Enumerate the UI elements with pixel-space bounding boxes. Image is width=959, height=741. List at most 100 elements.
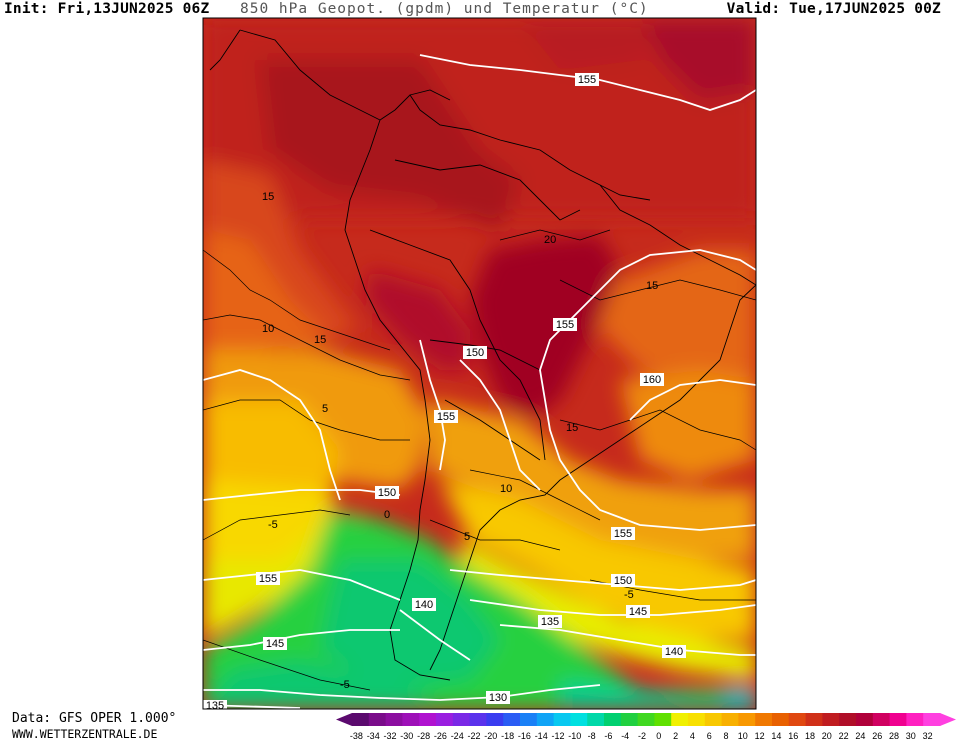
colorbar-tick-label: 12: [755, 731, 765, 741]
label-t10-west: 10: [262, 323, 274, 335]
colorbar-tick-label: 8: [723, 731, 728, 741]
colorbar-cell: [352, 713, 370, 726]
label-t15-west: 15: [262, 191, 274, 203]
label-z145-atl: 145: [626, 605, 650, 618]
colorbar-tick-label: -38: [350, 731, 363, 741]
colorbar-tick-label: 30: [906, 731, 916, 741]
label-t15-mid: 15: [314, 334, 326, 346]
colorbar-arrow-low: [336, 713, 352, 726]
colorbar-tick-label: 20: [822, 731, 832, 741]
colorbar-cell: [385, 713, 403, 726]
colorbar-cell: [637, 713, 655, 726]
colorbar-cell: [520, 713, 538, 726]
colorbar-tick-label: 6: [707, 731, 712, 741]
svg-text:155: 155: [578, 74, 596, 86]
label-z155-chile: 155: [434, 410, 458, 423]
label-z150-pac: 150: [375, 486, 399, 499]
colorbar-cell: [469, 713, 487, 726]
colorbar-tick-label: -12: [551, 731, 564, 741]
svg-text:150: 150: [378, 487, 396, 499]
label-t0: 0: [384, 509, 390, 521]
colorbar-cell: [755, 713, 773, 726]
colorbar-cell: [856, 713, 874, 726]
colorbar-tick-label: 32: [923, 731, 933, 741]
colorbar-tick-label: -28: [417, 731, 430, 741]
label-z140-pat: 140: [412, 598, 436, 611]
label-t10-arg: 10: [500, 483, 512, 495]
colorbar-cell: [604, 713, 622, 726]
colorbar-cell: [486, 713, 504, 726]
label-t15-east: 15: [646, 280, 658, 292]
chart-title: 850 hPa Geopot. (gpdm) und Temperatur (°…: [240, 1, 649, 17]
label-z135: 135: [538, 615, 562, 628]
colorbar-cell: [889, 713, 907, 726]
svg-text:155: 155: [437, 411, 455, 423]
label-t20: 20: [544, 234, 556, 246]
colorbar-cell: [738, 713, 756, 726]
colorbar-tick-label: -6: [604, 731, 612, 741]
label-z155-brazil: 155: [553, 318, 577, 331]
colorbar-cell: [620, 713, 639, 726]
colorbar-arrow-high: [940, 713, 956, 726]
label-z160: 160: [640, 373, 664, 386]
colorbar-cell: [704, 713, 723, 726]
svg-text:150: 150: [466, 347, 484, 359]
colorbar-tick-label: -24: [451, 731, 464, 741]
website-link[interactable]: WWW.WETTERZENTRALE.DE: [12, 727, 158, 741]
colorbar-cell: [419, 713, 437, 726]
label-z140-atl: 140: [662, 645, 686, 658]
colorbar-cell: [553, 713, 571, 726]
valid-time: Valid: Tue,17JUN2025 00Z: [726, 1, 941, 17]
colorbar-tick-label: 0: [656, 731, 661, 741]
colorbar-tick-label: 26: [872, 731, 882, 741]
colorbar-tick-label: 18: [805, 731, 815, 741]
svg-text:155: 155: [259, 573, 277, 585]
colorbar-cell: [402, 713, 420, 726]
data-source: Data: GFS OPER 1.000°: [12, 711, 177, 726]
colorbar-tick-label: -14: [535, 731, 548, 741]
colorbar-cell: [536, 713, 555, 726]
colorbar-cell: [452, 713, 471, 726]
colorbar-tick-label: 24: [855, 731, 865, 741]
colorbar-tick-label: -30: [400, 731, 413, 741]
colorbar-tick-label: 22: [839, 731, 849, 741]
colorbar-cell: [721, 713, 739, 726]
colorbar-tick-label: 16: [788, 731, 798, 741]
svg-text:160: 160: [643, 374, 661, 386]
colorbar-tick-label: -22: [467, 731, 480, 741]
svg-text:155: 155: [556, 319, 574, 331]
label-z155-pac: 155: [256, 572, 280, 585]
svg-text:135: 135: [541, 616, 559, 628]
label-t5-west: 5: [322, 403, 328, 415]
colorbar-tick-label: 10: [738, 731, 748, 741]
svg-text:140: 140: [415, 599, 433, 611]
label-z150-atl: 150: [611, 574, 635, 587]
colorbar-tick-label: -26: [434, 731, 447, 741]
colorbar-tick-label: -4: [621, 731, 629, 741]
coastlines: [209, 29, 756, 681]
svg-text:155: 155: [614, 528, 632, 540]
colorbar-cell: [587, 713, 605, 726]
colorbar-cell: [805, 713, 823, 726]
colorbar-tick-label: -10: [568, 731, 581, 741]
label-tm5-south: -5: [624, 589, 634, 601]
colorbar-cell: [436, 713, 454, 726]
colorbar-cell: [923, 713, 941, 726]
svg-text:150: 150: [614, 575, 632, 587]
geopotential-labels: 155 155 150 155 160 150 155 155 150 140 …: [203, 73, 686, 712]
label-t15-south: 15: [566, 422, 578, 434]
colorbar-cell: [503, 713, 521, 726]
colorbar-tick-label: -32: [383, 731, 396, 741]
colorbar-cell: [872, 713, 891, 726]
colorbar-cell: [822, 713, 840, 726]
colorbar-tick-label: -18: [501, 731, 514, 741]
label-t5-arg: 5: [464, 531, 470, 543]
init-time: Init: Fri,13JUN2025 06Z: [4, 1, 210, 17]
temperature-labels: 15 20 15 10 15 5 15 10 -5 5 0 -5 -5: [262, 191, 658, 691]
colorbar-cell: [772, 713, 790, 726]
svg-text:145: 145: [266, 638, 284, 650]
colorbar-cell: [368, 713, 387, 726]
colorbar-cell: [570, 713, 588, 726]
